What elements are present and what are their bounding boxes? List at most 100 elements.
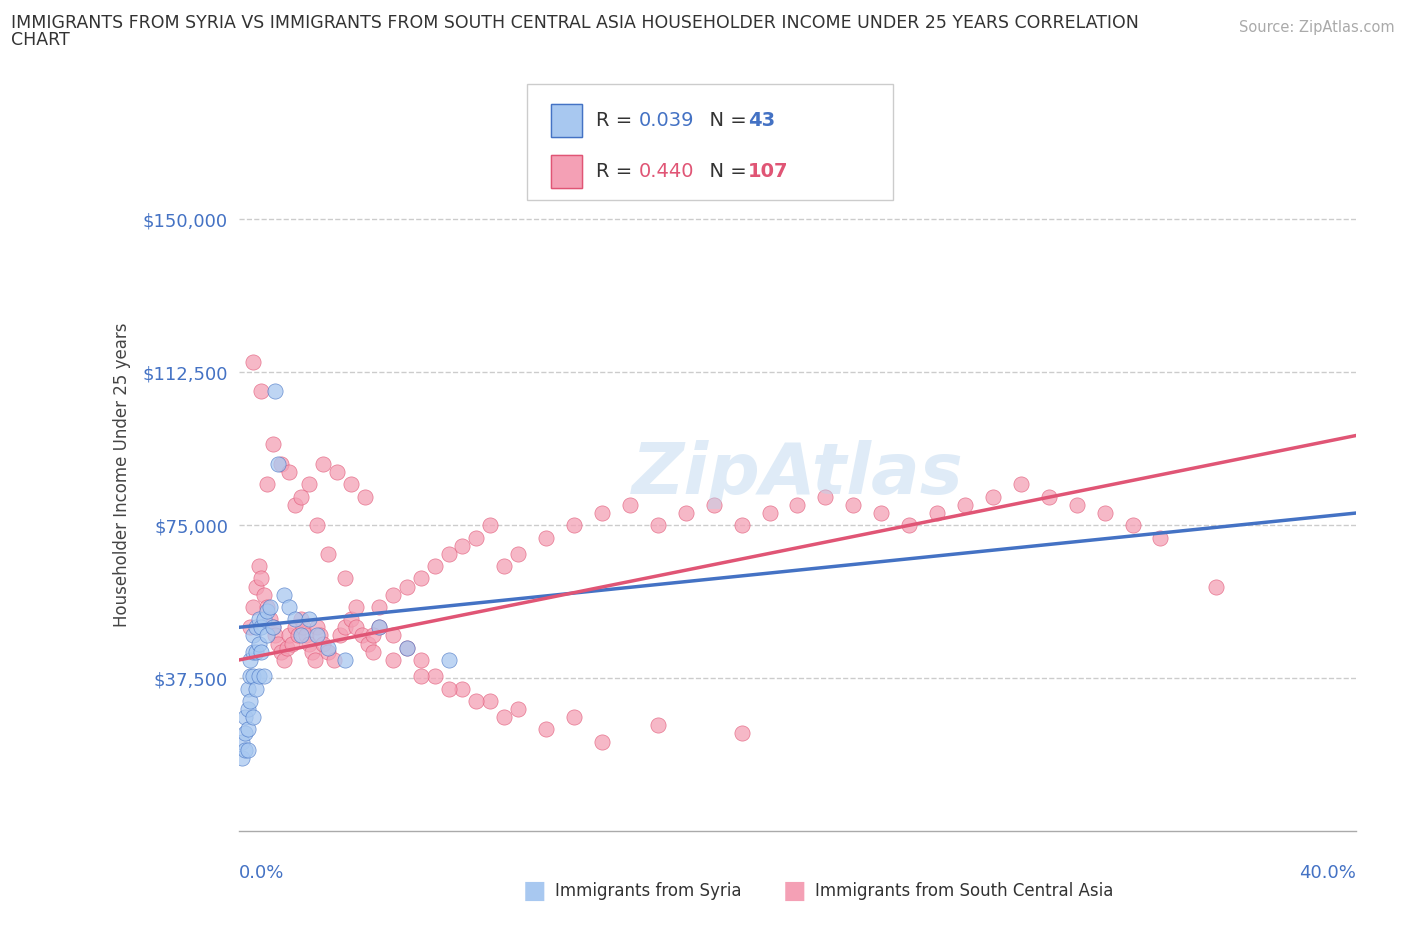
Point <box>298 612 321 627</box>
Point <box>329 628 352 643</box>
Point <box>245 644 267 659</box>
Point <box>262 620 284 635</box>
Point <box>284 612 307 627</box>
Point <box>758 506 780 521</box>
Point <box>264 628 287 643</box>
Point <box>245 620 267 635</box>
Point <box>250 644 273 659</box>
Point <box>870 506 893 521</box>
Point <box>536 530 558 545</box>
Point <box>250 571 273 586</box>
Point <box>239 693 262 708</box>
Point <box>284 620 307 635</box>
Point <box>259 612 281 627</box>
Point <box>318 644 340 659</box>
Point <box>367 620 389 635</box>
Point <box>247 636 270 651</box>
Point <box>1149 530 1171 545</box>
Point <box>236 681 259 696</box>
Point <box>356 636 378 651</box>
Point <box>494 710 516 724</box>
Point <box>318 640 340 655</box>
Point <box>703 498 725 512</box>
Point <box>253 612 276 627</box>
Text: N =: N = <box>697 162 754 181</box>
Point <box>290 612 312 627</box>
Point <box>239 620 262 635</box>
Point <box>273 587 295 602</box>
Point <box>1121 518 1143 533</box>
Point <box>309 628 332 643</box>
Point <box>270 644 292 659</box>
Point <box>307 518 329 533</box>
Point <box>361 628 384 643</box>
Point <box>953 498 976 512</box>
Y-axis label: Householder Income Under 25 years: Householder Income Under 25 years <box>114 322 131 627</box>
Point <box>236 742 259 757</box>
Point <box>647 518 669 533</box>
Point <box>814 489 837 504</box>
Point <box>242 600 264 615</box>
Point <box>409 653 432 668</box>
Point <box>437 547 460 562</box>
Point <box>267 636 290 651</box>
Point <box>278 628 301 643</box>
Point <box>423 669 446 684</box>
Point <box>591 506 613 521</box>
Point <box>267 457 290 472</box>
Point <box>236 701 259 716</box>
Point <box>242 669 264 684</box>
Text: Source: ZipAtlas.com: Source: ZipAtlas.com <box>1239 20 1395 35</box>
Point <box>898 518 921 533</box>
Point <box>290 628 312 643</box>
Point <box>335 571 357 586</box>
Point <box>494 559 516 574</box>
Point <box>353 489 375 504</box>
Point <box>250 383 273 398</box>
Point <box>730 518 752 533</box>
Point <box>301 644 323 659</box>
Point <box>253 669 276 684</box>
Point <box>281 636 304 651</box>
Point <box>326 465 349 480</box>
Point <box>409 669 432 684</box>
Text: IMMIGRANTS FROM SYRIA VS IMMIGRANTS FROM SOUTH CENTRAL ASIA HOUSEHOLDER INCOME U: IMMIGRANTS FROM SYRIA VS IMMIGRANTS FROM… <box>11 14 1139 32</box>
Point <box>239 669 262 684</box>
Point <box>298 636 321 651</box>
Point <box>242 644 264 659</box>
Text: N =: N = <box>697 111 754 130</box>
Text: ZipAtlas: ZipAtlas <box>631 440 963 509</box>
Point <box>247 612 270 627</box>
Point <box>1066 498 1088 512</box>
Text: 107: 107 <box>748 162 789 181</box>
Point <box>395 640 418 655</box>
Point <box>245 579 267 594</box>
Point <box>381 587 404 602</box>
Point <box>335 620 357 635</box>
Point <box>451 681 474 696</box>
Point <box>264 383 287 398</box>
Point <box>536 722 558 737</box>
Point <box>647 718 669 733</box>
Point <box>1010 477 1032 492</box>
Point <box>239 653 262 668</box>
Point <box>350 628 373 643</box>
Point <box>423 559 446 574</box>
Point <box>451 538 474 553</box>
Text: ■: ■ <box>783 879 806 903</box>
Text: R =: R = <box>596 111 638 130</box>
Point <box>465 693 488 708</box>
Point <box>298 477 321 492</box>
Point <box>675 506 697 521</box>
Point <box>231 734 253 749</box>
Point <box>312 457 335 472</box>
Point <box>307 620 329 635</box>
Text: ■: ■ <box>523 879 546 903</box>
Point <box>278 600 301 615</box>
Text: 0.0%: 0.0% <box>239 864 284 883</box>
Point <box>465 530 488 545</box>
Point <box>242 710 264 724</box>
Point <box>250 620 273 635</box>
Text: 40.0%: 40.0% <box>1299 864 1355 883</box>
Point <box>344 600 367 615</box>
